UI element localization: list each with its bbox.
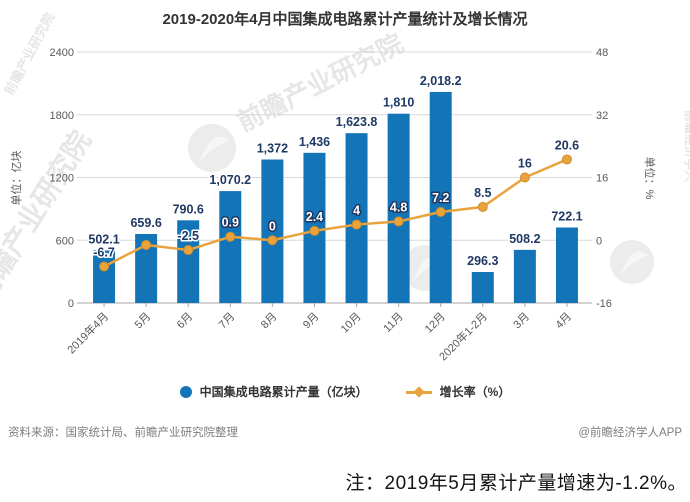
right-axis-tick-label: 0	[596, 235, 602, 247]
watermark-text: 前瞻经济学人	[683, 110, 690, 183]
line-point	[183, 245, 194, 256]
watermark-swoosh	[621, 251, 649, 275]
bar-value-label: 1,810	[383, 96, 414, 110]
right-axis-tick-label: 32	[596, 110, 608, 122]
bar-value-label: 722.1	[551, 209, 582, 223]
x-axis-label: 9月	[301, 311, 322, 332]
bar	[219, 191, 242, 303]
line-point	[435, 207, 446, 218]
bar	[261, 159, 284, 303]
chart-footer: 资料来源：国家统计局、前瞻产业研究院整理 @前瞻经济学人APP	[0, 424, 690, 440]
x-axis-label: 8月	[259, 311, 280, 332]
line-series-legend-icon	[405, 385, 432, 398]
line-value-label: 16	[518, 157, 532, 171]
bar	[387, 113, 410, 304]
x-axis-label: 6月	[175, 311, 196, 332]
chart-title: 2019-2020年4月中国集成电路累计产量统计及增长情况	[162, 11, 528, 28]
legend-item-production: 中国集成电路累计产量（亿块）	[179, 383, 368, 400]
bar	[513, 249, 536, 303]
line-value-label: -6.7	[93, 246, 115, 260]
x-axis-label: 7月	[217, 311, 238, 332]
bar-value-label: 1,070.2	[209, 173, 251, 187]
line-point	[393, 216, 404, 227]
right-axis-title: 单位：%	[643, 157, 657, 200]
x-axis-label: 4月	[553, 311, 574, 332]
line-value-label: 20.6	[555, 138, 579, 152]
bar	[429, 91, 452, 303]
x-axis-label: 10月	[339, 311, 364, 336]
bar-value-label: 296.3	[467, 254, 498, 268]
line-value-label: 7.2	[432, 191, 449, 205]
line-point	[267, 235, 278, 246]
line-point	[141, 239, 152, 250]
bar-value-label: 1,623.8	[336, 115, 378, 129]
x-axis-label: 11月	[381, 311, 405, 335]
line-point	[225, 231, 236, 242]
line-value-label: 2.4	[306, 210, 323, 224]
x-axis-label: 12月	[423, 311, 448, 336]
left-axis-tick-label: 1200	[50, 173, 74, 185]
chart-legend: 中国集成电路累计产量（亿块） 增长率（%）	[0, 383, 690, 400]
x-axis-label: 2019年4月	[64, 309, 111, 356]
left-axis-tick-label: 2400	[50, 47, 74, 59]
bar-value-label: 1,436	[299, 135, 330, 149]
right-axis-tick-label: -16	[596, 298, 612, 310]
line-value-label: -2.5	[177, 229, 199, 243]
left-axis-tick-label: 0	[68, 298, 74, 310]
watermark-swoosh	[200, 136, 230, 162]
bar-value-label: 790.6	[173, 202, 204, 216]
bar	[555, 227, 578, 303]
legend-label-growth: 增长率（%）	[439, 385, 511, 399]
line-point	[477, 201, 488, 212]
line-point	[99, 261, 110, 272]
legend-item-growth: 增长率（%）	[405, 383, 511, 400]
bar	[345, 133, 368, 303]
x-axis-label: 3月	[511, 311, 532, 332]
line-value-label: 4.8	[390, 200, 407, 214]
line-value-label: 0	[269, 219, 276, 233]
line-point	[351, 219, 362, 230]
bar-value-label: 508.2	[509, 232, 540, 246]
growth-line	[103, 158, 568, 268]
left-axis-title: 单位：亿块	[9, 151, 23, 206]
line-point	[309, 225, 320, 236]
line-point	[561, 154, 572, 165]
footnote: 注：2019年5月累计产量增速为-1.2%。	[345, 473, 687, 494]
bar-value-label: 2,018.2	[420, 74, 462, 88]
line-value-label: 0.9	[222, 216, 239, 230]
line-point	[519, 172, 530, 183]
legend-label-production: 中国集成电路累计产量（亿块）	[199, 385, 368, 399]
bar-value-label: 502.1	[88, 232, 119, 246]
bar	[177, 220, 200, 303]
left-axis-tick-label: 600	[56, 235, 74, 247]
bar	[471, 272, 494, 303]
x-axis-label: 5月	[133, 311, 154, 332]
line-value-label: 4	[353, 204, 360, 218]
bar	[135, 234, 158, 303]
credit-text: @前瞻经济学人APP	[578, 427, 682, 439]
right-axis-tick-label: 48	[596, 47, 608, 59]
line-value-label: 8.5	[474, 186, 491, 200]
right-axis-tick-label: 16	[596, 173, 608, 185]
bar-series-legend-icon	[179, 385, 192, 398]
left-axis-tick-label: 1800	[50, 110, 74, 122]
source-text: 资料来源：国家统计局、前瞻产业研究院整理	[8, 427, 238, 439]
bar-value-label: 1,372	[257, 142, 288, 156]
watermark-text: 前瞻产业研究院	[232, 28, 408, 137]
bar-value-label: 659.6	[130, 216, 161, 230]
